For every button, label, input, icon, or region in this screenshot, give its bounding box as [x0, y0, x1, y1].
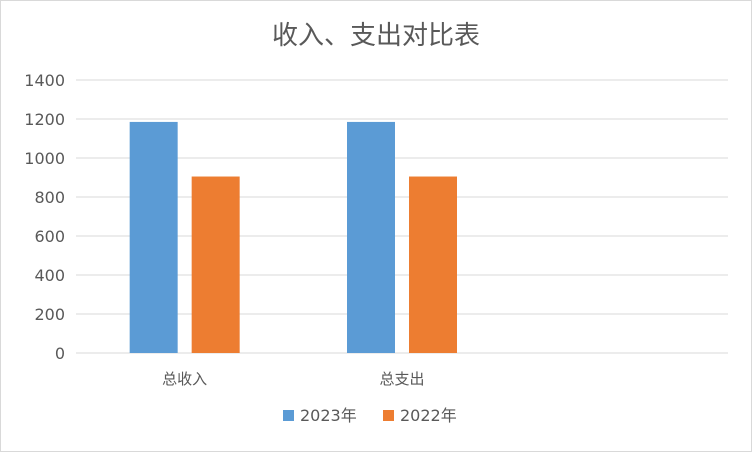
- bar-layer: [129, 121, 457, 353]
- legend-swatch: [283, 410, 294, 421]
- legend: 2023年 2022年: [283, 406, 457, 425]
- y-tick-label: 1000: [24, 149, 65, 168]
- bar-series-1: [347, 121, 395, 353]
- y-tick-label: 1200: [24, 110, 65, 129]
- y-tick-label: 0: [55, 344, 65, 363]
- y-tick-label: 800: [34, 188, 65, 207]
- y-tick-label: 400: [34, 266, 65, 285]
- y-tick-label: 1400: [24, 71, 65, 90]
- x-category-label: 总收入: [162, 370, 207, 388]
- x-axis: 总收入 总支出: [162, 370, 424, 388]
- grid-layer: [76, 79, 728, 354]
- legend-label: 2022年: [400, 406, 457, 425]
- chart-title: 收入、支出对比表: [272, 21, 480, 51]
- y-tick-label: 600: [34, 227, 65, 246]
- bar-series-1: [129, 121, 178, 353]
- y-axis: 0 200 400 600 800 1000 1200 1400: [24, 71, 65, 363]
- legend-swatch: [383, 410, 394, 421]
- legend-label: 2023年: [300, 406, 357, 425]
- y-tick-label: 200: [34, 305, 65, 324]
- bar-series-2: [409, 176, 457, 353]
- x-category-label: 总支出: [379, 370, 424, 388]
- bar-series-2: [191, 176, 240, 353]
